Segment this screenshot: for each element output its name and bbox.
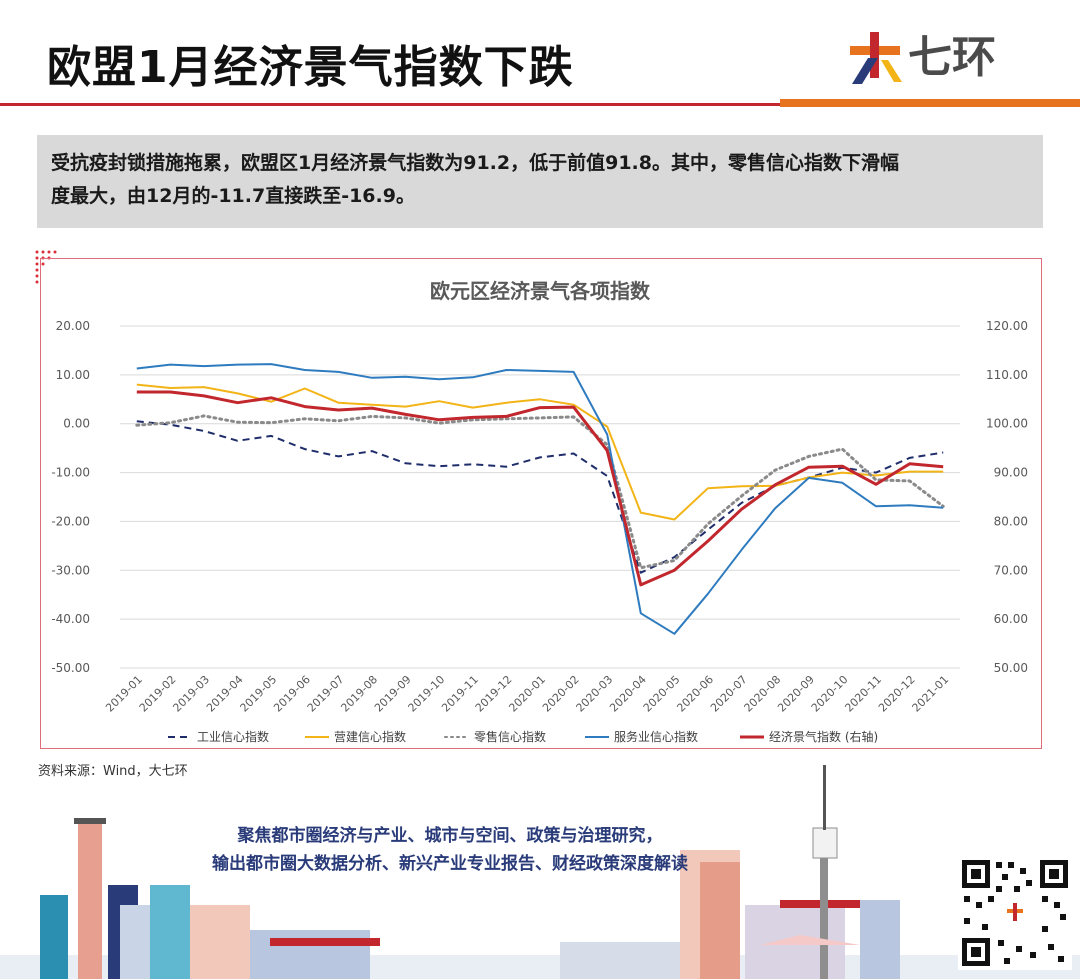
series-line xyxy=(136,363,944,635)
legend-label: 服务业信心指数 xyxy=(614,729,698,744)
y-right-tick-label: 110.00 xyxy=(986,368,1028,382)
y-right-tick-label: 120.00 xyxy=(986,319,1028,333)
x-tick-label: 2021-01 xyxy=(910,673,952,715)
chart-frame xyxy=(40,258,1042,749)
brand-logo-icon xyxy=(850,32,902,84)
footer-line-1: 聚焦都市圈经济与产业、城市与空间、政策与治理研究， xyxy=(237,826,663,846)
y-right-tick-label: 100.00 xyxy=(986,417,1028,431)
footer-slogan: 聚焦都市圈经济与产业、城市与空间、政策与治理研究， 输出都市圈大数据分析、新兴产… xyxy=(150,822,750,878)
series-line xyxy=(135,414,945,570)
y-left-tick-label: -50.00 xyxy=(51,661,90,675)
brand-logo: 七环 xyxy=(848,30,1028,90)
page-title: 欧盟1月经济景气指数下跌 xyxy=(47,42,574,93)
header-rule-red xyxy=(0,103,780,106)
chart-title: 欧元区经济景气各项指数 xyxy=(430,279,651,303)
summary-line-2: 度最大，由12月的-11.7直接跌至-16.9。 xyxy=(51,185,415,207)
y-left-tick-label: -20.00 xyxy=(51,514,90,528)
y-left-tick-label: -30.00 xyxy=(51,563,90,577)
y-left-tick-label: 20.00 xyxy=(56,319,90,333)
y-left-tick-label: 0.00 xyxy=(63,417,90,431)
header-rule-orange xyxy=(780,99,1080,107)
y-right-tick-label: 60.00 xyxy=(994,612,1028,626)
y-right-tick-label: 70.00 xyxy=(994,563,1028,577)
footer-line-2: 输出都市圈大数据分析、新兴产业专业报告、财经政策深度解读 xyxy=(212,854,688,874)
summary-box: 受抗疫封锁措施拖累，欧盟区1月经济景气指数为91.2，低于前值91.8。其中，零… xyxy=(37,135,1043,228)
series-line xyxy=(136,383,944,521)
legend-label: 零售信心指数 xyxy=(474,729,546,744)
y-left-tick-label: 10.00 xyxy=(56,368,90,382)
legend-label: 经济景气指数 (右轴) xyxy=(769,729,878,744)
corner-decoration xyxy=(35,250,57,284)
source-note: 资料来源：Wind，大七环 xyxy=(38,764,188,779)
legend-label: 工业信心指数 xyxy=(197,729,269,744)
brand-logo-text: 七环 xyxy=(908,32,996,83)
y-right-tick-label: 90.00 xyxy=(994,466,1028,480)
qr-code[interactable] xyxy=(958,856,1072,970)
series-line xyxy=(136,420,944,574)
y-right-tick-label: 50.00 xyxy=(994,661,1028,675)
y-right-tick-label: 80.00 xyxy=(994,514,1028,528)
series-line xyxy=(136,390,944,587)
line-chart: 欧元区经济景气各项指数 20.00 10.00 0.00 -10.00 -20.00 -3… xyxy=(51,279,1028,744)
legend-label: 营建信心指数 xyxy=(334,729,406,744)
y-left-tick-label: -10.00 xyxy=(51,466,90,480)
summary-line-1: 受抗疫封锁措施拖累，欧盟区1月经济景气指数为91.2，低于前值91.8。其中，零… xyxy=(51,152,899,174)
y-left-tick-label: -40.00 xyxy=(51,612,90,626)
